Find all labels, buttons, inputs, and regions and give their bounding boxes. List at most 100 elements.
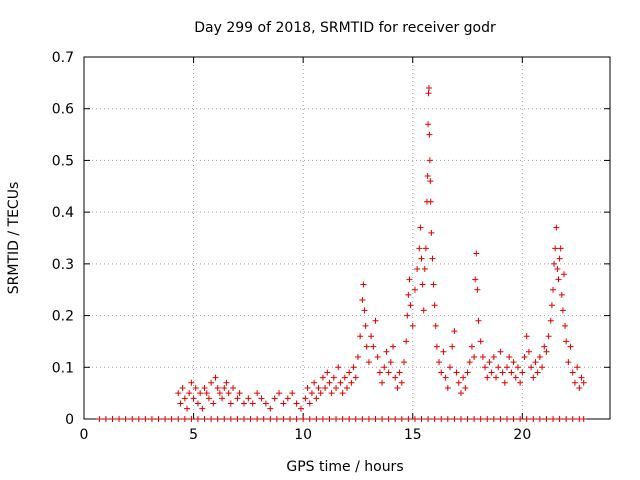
data-point [363, 343, 370, 350]
data-point [293, 400, 300, 407]
data-point [503, 416, 510, 422]
data-point [558, 291, 565, 298]
data-point [194, 416, 201, 422]
data-point [319, 374, 326, 381]
data-point [438, 416, 445, 422]
data-point [181, 416, 188, 422]
data-point [567, 343, 574, 350]
data-point [543, 348, 550, 355]
data-point [236, 390, 243, 397]
data-point [262, 400, 269, 407]
data-point [247, 416, 254, 422]
x-tick-label: 15 [404, 427, 422, 443]
data-point [168, 416, 175, 422]
axis-ticks: 0 5 10 15 20 0 0.1 0.2 0.3 0.4 0.5 0.6 0.7 [52, 50, 610, 443]
data-point [335, 364, 342, 371]
data-point [426, 157, 433, 164]
data-point [326, 379, 333, 386]
data-point [306, 416, 313, 422]
data-point [223, 379, 230, 386]
data-point [451, 416, 458, 422]
data-point [425, 121, 432, 128]
data-point [547, 317, 554, 324]
data-point [493, 374, 500, 381]
data-point [512, 374, 519, 381]
data-point [553, 224, 560, 231]
data-point [530, 374, 537, 381]
data-point [102, 416, 109, 422]
data-point [337, 379, 344, 386]
data-point [477, 416, 484, 422]
data-point [541, 343, 548, 350]
data-point [414, 266, 421, 273]
data-point [344, 384, 350, 391]
data-point [254, 416, 261, 422]
data-point [442, 374, 449, 381]
data-point [273, 416, 280, 422]
data-point [555, 276, 562, 283]
data-point [398, 416, 405, 422]
data-point [313, 416, 320, 422]
data-point [551, 260, 558, 267]
data-point [214, 384, 221, 391]
y-axis-title: SRMTID / TECUs [6, 182, 22, 295]
data-point [227, 416, 234, 422]
data-point [451, 328, 458, 335]
data-point [466, 359, 473, 366]
data-point [379, 379, 386, 386]
data-point [427, 178, 434, 185]
data-point [411, 286, 418, 293]
data-point [431, 302, 438, 309]
data-point [297, 405, 304, 412]
data-point [188, 416, 195, 422]
data-point [554, 266, 561, 273]
data-point [208, 379, 215, 386]
data-point [212, 374, 219, 381]
data-point [534, 369, 541, 376]
data-point [426, 131, 433, 138]
data-point [346, 369, 353, 376]
y-tick-label: 0.2 [52, 309, 74, 325]
data-point [503, 364, 510, 371]
data-point [447, 364, 454, 371]
data-point [289, 390, 296, 397]
data-point [562, 322, 569, 329]
data-point [400, 359, 407, 366]
data-point [372, 416, 379, 422]
data-point [280, 400, 287, 407]
data-point [559, 307, 566, 314]
data-point [532, 359, 539, 366]
data-point [471, 416, 478, 422]
data-point [428, 229, 435, 236]
data-point [550, 416, 557, 422]
data-point [444, 416, 451, 422]
data-point [517, 379, 524, 386]
data-point [574, 364, 581, 371]
data-point [552, 245, 559, 252]
data-point [455, 379, 462, 386]
data-point [385, 369, 392, 376]
data-point [409, 322, 416, 329]
data-point [457, 390, 464, 397]
data-point [346, 416, 353, 422]
data-point [245, 395, 252, 402]
data-point [383, 348, 390, 355]
data-point [201, 416, 208, 422]
data-point [352, 374, 359, 381]
data-point [404, 312, 411, 319]
data-point [543, 416, 550, 422]
data-point [432, 322, 439, 329]
data-point [394, 384, 401, 391]
data-point [488, 369, 495, 376]
data-point [517, 416, 524, 422]
data-point [479, 353, 486, 360]
data-point [425, 416, 432, 422]
data-point [576, 384, 583, 391]
data-point [359, 416, 366, 422]
data-point [362, 322, 369, 329]
data-point [260, 416, 267, 422]
data-point [396, 369, 403, 376]
data-point [495, 364, 502, 371]
data-point [565, 359, 572, 366]
data-point [484, 416, 491, 422]
